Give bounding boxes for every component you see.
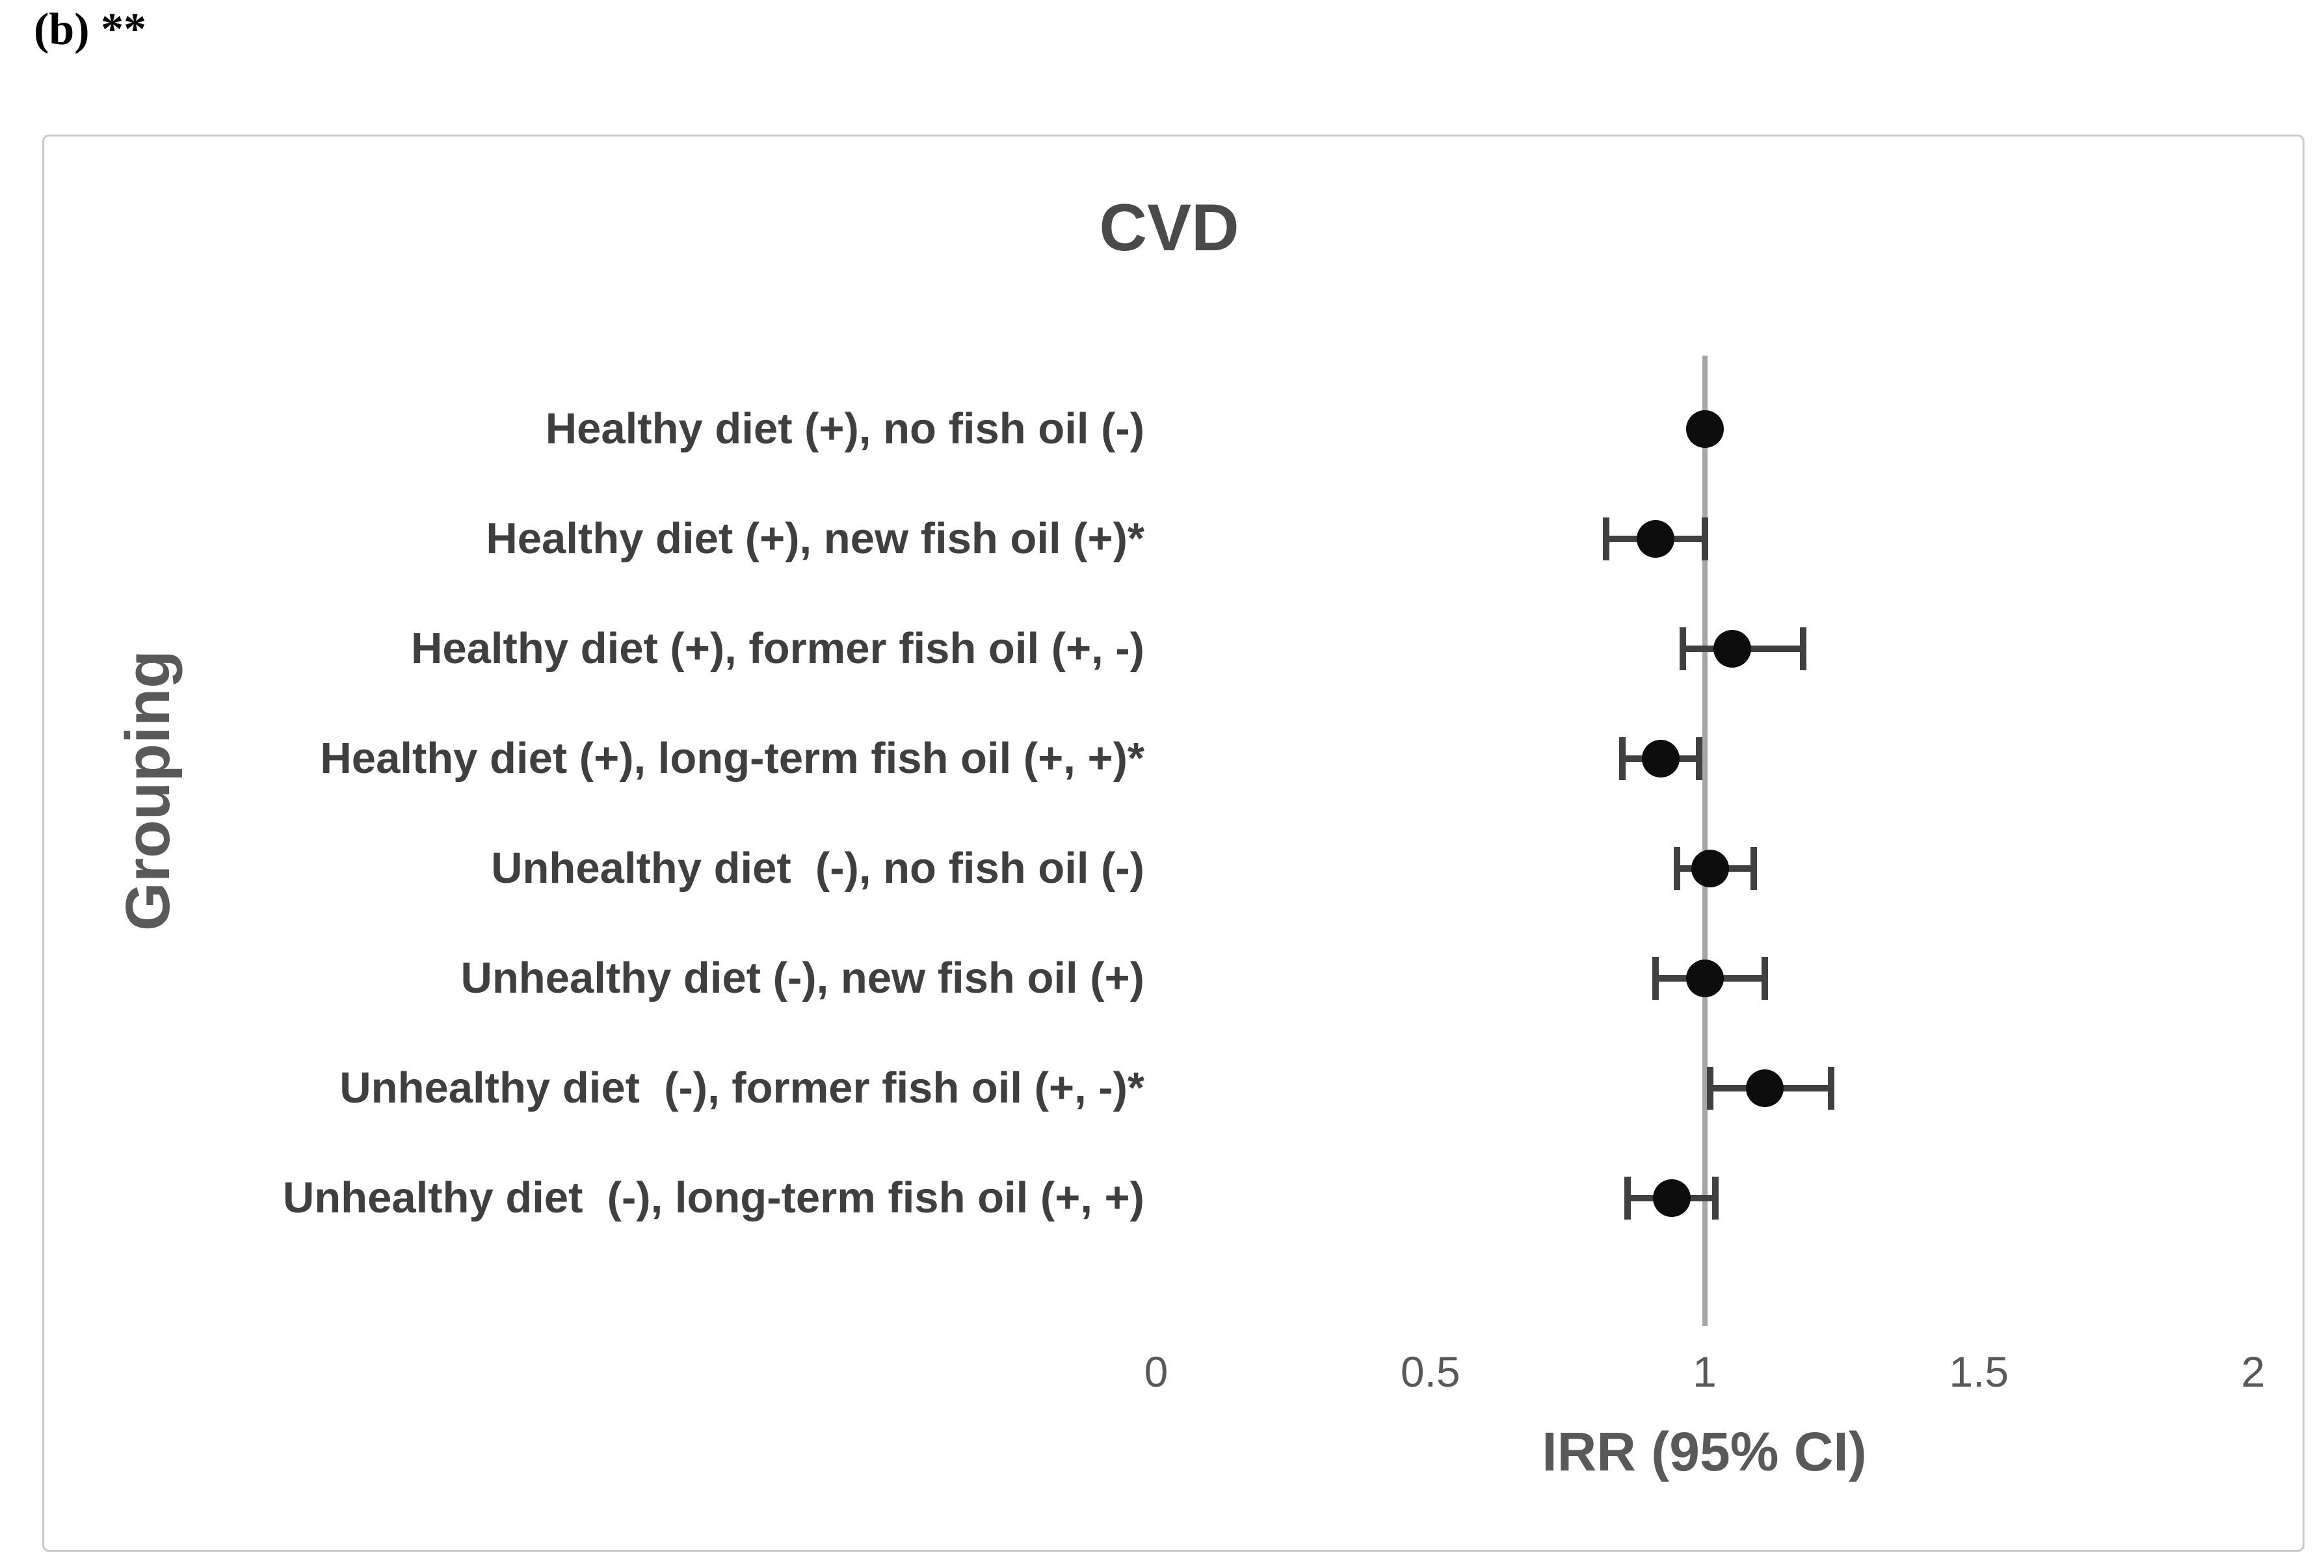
category-label: Healthy diet (+), long-term fish oil (+,… bbox=[320, 734, 1144, 783]
category-label: Unhealthy diet (-), new fish oil (+) bbox=[460, 954, 1144, 1002]
reference-line bbox=[1702, 356, 1708, 1326]
error-bar-cap-left bbox=[1706, 1067, 1713, 1110]
category-label: Healthy diet (+), no fish oil (-) bbox=[545, 404, 1144, 453]
data-point bbox=[1746, 1069, 1784, 1107]
x-tick-label: 0 bbox=[1144, 1348, 1169, 1396]
data-point bbox=[1685, 960, 1724, 997]
error-bar-cap-right bbox=[1762, 957, 1769, 1000]
x-tick-label: 2 bbox=[2241, 1348, 2265, 1396]
category-label: Unhealthy diet (-), long-term fish oil (… bbox=[282, 1173, 1144, 1222]
error-bar-cap-right bbox=[1696, 737, 1703, 780]
error-bar-cap-left bbox=[1618, 737, 1626, 780]
error-bar-cap-left bbox=[1624, 1177, 1631, 1220]
error-bar-cap-left bbox=[1602, 517, 1609, 560]
category-label: Healthy diet (+), former fish oil (+, -) bbox=[411, 624, 1144, 673]
data-point bbox=[1636, 520, 1674, 558]
error-bar-cap-left bbox=[1652, 957, 1659, 1000]
x-tick-label: 0.5 bbox=[1400, 1348, 1460, 1396]
error-bar-cap-right bbox=[1750, 847, 1758, 890]
figure-panel-label: (b) ** bbox=[34, 5, 147, 55]
error-bar-cap-right bbox=[1800, 627, 1807, 670]
data-point bbox=[1642, 740, 1680, 777]
category-label: Unhealthy diet (-), former fish oil (+, … bbox=[339, 1064, 1144, 1112]
chart-title: CVD bbox=[1099, 190, 1239, 265]
error-bar-cap-right bbox=[1712, 1177, 1719, 1220]
error-bar-cap-left bbox=[1679, 627, 1686, 670]
category-label: Unhealthy diet (-), no fish oil (-) bbox=[491, 844, 1144, 893]
x-axis-title: IRR (95% CI) bbox=[1542, 1421, 1867, 1482]
data-point bbox=[1685, 410, 1724, 448]
x-tick-label: 1 bbox=[1693, 1348, 1717, 1396]
data-point bbox=[1713, 630, 1751, 668]
data-point bbox=[1652, 1179, 1691, 1217]
error-bar-cap-right bbox=[1701, 517, 1708, 560]
error-bar-cap-right bbox=[1827, 1067, 1834, 1110]
data-point bbox=[1691, 850, 1729, 887]
x-tick-label: 1.5 bbox=[1949, 1348, 2009, 1396]
error-bar-cap-left bbox=[1674, 847, 1681, 890]
chart-border-box bbox=[42, 135, 2304, 1552]
category-label: Healthy diet (+), new fish oil (+)* bbox=[486, 514, 1144, 563]
